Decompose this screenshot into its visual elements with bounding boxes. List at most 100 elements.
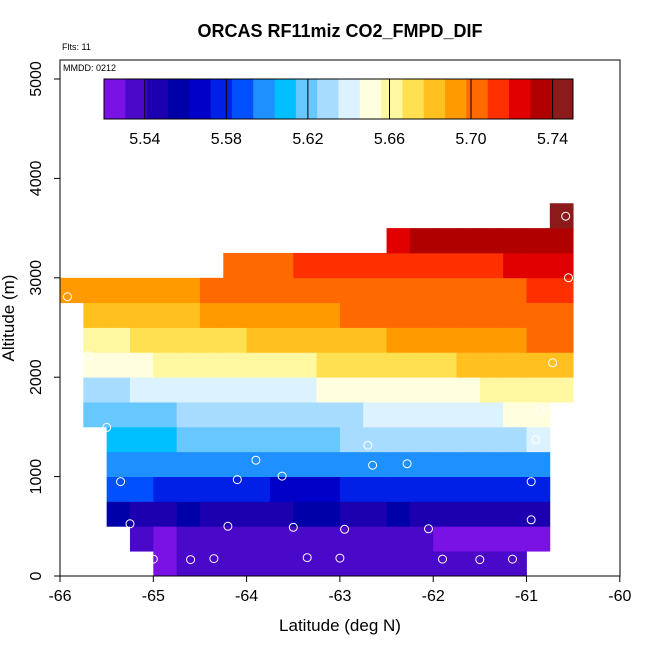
heatmap-cell	[409, 327, 434, 353]
heatmap-cell	[269, 426, 294, 453]
heatmap-cell	[386, 526, 411, 552]
heatmap-cell	[339, 352, 364, 378]
heatmap-cell	[409, 277, 434, 304]
heatmap-cell	[479, 426, 504, 453]
colorbar-segment	[381, 79, 403, 119]
heatmap-cell	[153, 352, 178, 378]
heatmap-cell	[409, 352, 434, 378]
heatmap-cell	[106, 302, 131, 328]
heatmap-cell	[176, 526, 201, 552]
heatmap-cell	[526, 252, 551, 279]
heatmap-cell	[526, 451, 551, 477]
heatmap-cell	[339, 377, 364, 403]
heatmap-cell	[316, 551, 341, 577]
heatmap-cell	[456, 501, 481, 527]
sample-point	[402, 459, 412, 469]
heatmap-cell	[503, 451, 527, 477]
heatmap-cell	[293, 377, 317, 403]
heatmap-cell	[129, 526, 154, 552]
heatmap-cell	[363, 476, 387, 502]
heatmap-cell	[503, 551, 527, 577]
sample-point	[302, 553, 312, 563]
heatmap-cell	[339, 551, 364, 577]
heatmap-cell	[153, 277, 178, 304]
colorbar-segment	[167, 79, 190, 119]
heatmap-cell	[433, 501, 457, 527]
heatmap-cell	[83, 377, 108, 403]
heatmap-cell	[386, 228, 411, 254]
heatmap-cell	[269, 476, 294, 502]
heatmap-cell	[176, 426, 201, 453]
heatmap-cell	[176, 277, 201, 304]
heatmap-cell	[129, 327, 154, 353]
heatmap-cell	[293, 476, 317, 502]
y-tick-label: 4000	[28, 161, 45, 197]
colorbar-segment	[359, 79, 382, 119]
heatmap-cell	[526, 228, 551, 254]
heatmap-cell	[363, 426, 387, 453]
heatmap-cell	[83, 302, 108, 328]
x-tick-label: -63	[328, 588, 351, 605]
heatmap-cell	[129, 402, 154, 428]
y-tick-label: 0	[28, 571, 45, 580]
colorbar-frame	[103, 78, 574, 120]
heatmap-cell	[129, 352, 154, 378]
heatmap-cell	[293, 501, 317, 527]
heatmap-cell	[153, 302, 178, 328]
heatmap-cell	[433, 302, 457, 328]
sample-point	[475, 555, 485, 565]
heatmap-cell	[433, 228, 457, 254]
heatmap-cell	[549, 302, 574, 328]
heatmap-cell	[199, 476, 224, 502]
heatmap-cell	[363, 451, 387, 477]
heatmap-cell	[269, 252, 294, 279]
heatmap-cell	[363, 377, 387, 403]
heatmap-cell	[269, 526, 294, 552]
sample-points	[63, 211, 573, 565]
heatmap-cell	[479, 451, 504, 477]
heatmap-cell	[503, 252, 527, 279]
heatmap-cell	[316, 302, 341, 328]
heatmap-cell	[549, 277, 574, 304]
heatmap-cell	[293, 277, 317, 304]
heatmap-cell	[503, 476, 527, 502]
heatmap-cell	[479, 501, 504, 527]
sample-point	[116, 477, 126, 487]
heatmap-cell	[433, 426, 457, 453]
heatmap-cell	[456, 526, 481, 552]
x-tick-label: -62	[422, 588, 445, 605]
colorbar-segment	[295, 79, 318, 119]
y-axis-label: Altitude (m)	[0, 275, 18, 362]
heatmap-cell	[246, 426, 271, 453]
heatmap-cell	[339, 302, 364, 328]
heatmap-cell	[246, 327, 271, 353]
heatmap-cell	[176, 327, 201, 353]
heatmap-cell	[386, 352, 411, 378]
heatmap-cell	[176, 302, 201, 328]
colorbar-segment	[274, 79, 297, 119]
colorbar-segment	[551, 79, 574, 119]
sample-point	[335, 553, 345, 563]
colorbar-segment	[146, 79, 169, 119]
heatmap-cell	[246, 402, 271, 428]
heatmap-cell	[176, 377, 201, 403]
heatmap-cell	[293, 352, 317, 378]
heatmap-cell	[339, 277, 364, 304]
heatmap-cell	[316, 501, 341, 527]
heatmap-cell	[479, 526, 504, 552]
heatmap-cell	[363, 252, 387, 279]
heatmap-cell	[503, 302, 527, 328]
heatmap-cell	[293, 551, 317, 577]
heatmap-cell	[199, 501, 224, 527]
heatmap-cell	[433, 402, 457, 428]
heatmap-cell	[199, 327, 224, 353]
sample-point	[526, 515, 536, 525]
heatmap-cell	[269, 377, 294, 403]
heatmap-cell	[316, 402, 341, 428]
colorbar-tick-label: 5.58	[211, 131, 242, 148]
heatmap-cell	[409, 377, 434, 403]
heatmap-cell	[106, 327, 131, 353]
heatmap-cell	[129, 277, 154, 304]
colorbar-segment	[253, 79, 275, 119]
heatmap-cell	[246, 302, 271, 328]
